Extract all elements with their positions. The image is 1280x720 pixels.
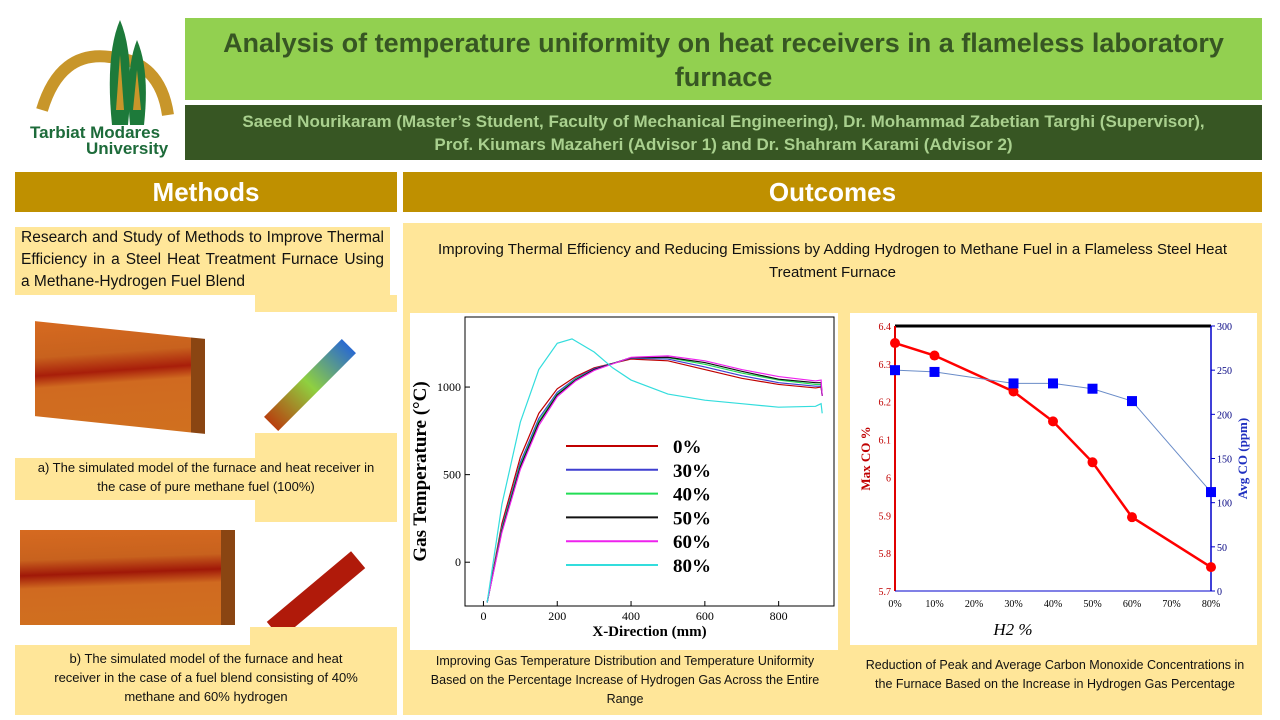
x-tick-label: 40% <box>1044 599 1062 610</box>
x-tick-label: 400 <box>622 609 640 623</box>
x-tick-label: 30% <box>1004 599 1022 610</box>
x-tick-label: 70% <box>1162 599 1180 610</box>
chart-2-frame <box>850 313 1257 645</box>
y-tick-label: 6.4 <box>879 322 892 333</box>
y-tick-label: 5.9 <box>879 511 892 522</box>
authors-bar: Saeed Nourikaram (Master’s Student, Facu… <box>185 105 1262 160</box>
y-tick-label: 6 <box>886 473 891 484</box>
legend-label: 50% <box>673 508 711 529</box>
y2-tick-label: 200 <box>1217 410 1232 421</box>
series-line-80% <box>486 338 823 603</box>
data-point <box>929 366 940 377</box>
y2-tick-label: 250 <box>1217 366 1232 377</box>
series-line <box>894 369 1212 493</box>
y-tick-label: 1000 <box>437 380 461 394</box>
data-point <box>1048 416 1058 427</box>
caption-b: b) The simulated model of the furnace an… <box>15 645 397 715</box>
data-point <box>929 350 940 361</box>
x-tick-label: 20% <box>965 599 983 610</box>
authors-line-1: Saeed Nourikaram (Master’s Student, Facu… <box>242 112 1205 131</box>
x-tick-label: 600 <box>696 609 714 623</box>
x-tick-label: 200 <box>548 609 566 623</box>
data-point <box>1087 383 1098 394</box>
y2-tick-label: 100 <box>1217 499 1232 510</box>
plot-area <box>464 316 835 607</box>
chart-2-caption: Reduction of Peak and Average Carbon Mon… <box>865 658 1245 691</box>
series-line-60% <box>486 355 823 603</box>
x-tick-label: 80% <box>1202 599 1220 610</box>
panel-fill <box>255 295 397 312</box>
panel-fill <box>250 627 397 645</box>
x-tick-label: 50% <box>1083 599 1101 610</box>
legend-label: 0% <box>673 437 702 458</box>
x-tick-label: 60% <box>1123 599 1141 610</box>
data-point <box>1127 512 1137 523</box>
y-axis-label: Gas Temperature (°C) <box>410 381 431 561</box>
outcomes-intro: Improving Thermal Efficiency and Reducin… <box>437 241 1228 281</box>
data-point <box>890 338 900 349</box>
legend-label: 60% <box>673 532 711 553</box>
chart-1-frame <box>410 313 838 650</box>
poster-title: Analysis of temperature uniformity on he… <box>185 18 1262 100</box>
y-axis-label: Max CO % <box>858 426 873 490</box>
authors-line-2: Prof. Kiumars Mazaheri (Advisor 1) and D… <box>434 135 1013 154</box>
y2-tick-label: 150 <box>1217 455 1232 466</box>
data-point <box>1206 562 1216 573</box>
y-tick-label: 500 <box>443 468 461 482</box>
legend-label: 80% <box>673 556 711 577</box>
x-tick-label: 0% <box>888 599 901 610</box>
y2-tick-label: 300 <box>1217 322 1232 333</box>
x-axis-label: X-Direction (mm) <box>592 624 706 640</box>
chart-1-caption: Improving Gas Temperature Distribution a… <box>430 654 820 706</box>
y-tick-label: 6.2 <box>879 398 892 409</box>
series-line <box>894 341 1212 569</box>
logo-text-2: University <box>86 139 169 158</box>
series-line-0% <box>486 358 823 603</box>
university-logo: Tarbiat Modares University <box>20 15 180 160</box>
y-tick-label: 6.3 <box>879 360 892 371</box>
x-tick-label: 0 <box>480 609 486 623</box>
logo-text-1: Tarbiat Modares <box>30 123 161 142</box>
y2-tick-label: 0 <box>1217 587 1222 598</box>
legend-label: 30% <box>673 461 711 482</box>
y2-tick-label: 50 <box>1217 543 1227 554</box>
caption-a: a) The simulated model of the furnace an… <box>15 458 397 500</box>
cypress-arch-icon <box>36 20 174 125</box>
legend-label: 40% <box>673 485 711 506</box>
data-point <box>890 365 900 376</box>
y-tick-label: 5.8 <box>879 549 892 560</box>
data-point <box>1206 487 1216 498</box>
data-point <box>1127 396 1137 407</box>
data-point <box>1087 457 1098 468</box>
y-tick-label: 5.7 <box>879 587 892 598</box>
data-point <box>1048 378 1058 389</box>
data-point <box>1008 386 1019 397</box>
x-axis-label: H2 % <box>992 620 1032 639</box>
outcomes-heading: Outcomes <box>403 172 1262 212</box>
methods-heading: Methods <box>15 172 397 212</box>
y2-axis-label: Avg CO (ppm) <box>1235 418 1250 499</box>
furnace-model-b-image <box>20 530 235 625</box>
data-point <box>1008 378 1019 389</box>
x-tick-label: 10% <box>925 599 943 610</box>
y-tick-label: 0 <box>455 555 461 569</box>
y-tick-label: 6.1 <box>879 436 892 447</box>
x-tick-label: 800 <box>770 609 788 623</box>
methods-intro: Research and Study of Methods to Improve… <box>15 227 390 295</box>
